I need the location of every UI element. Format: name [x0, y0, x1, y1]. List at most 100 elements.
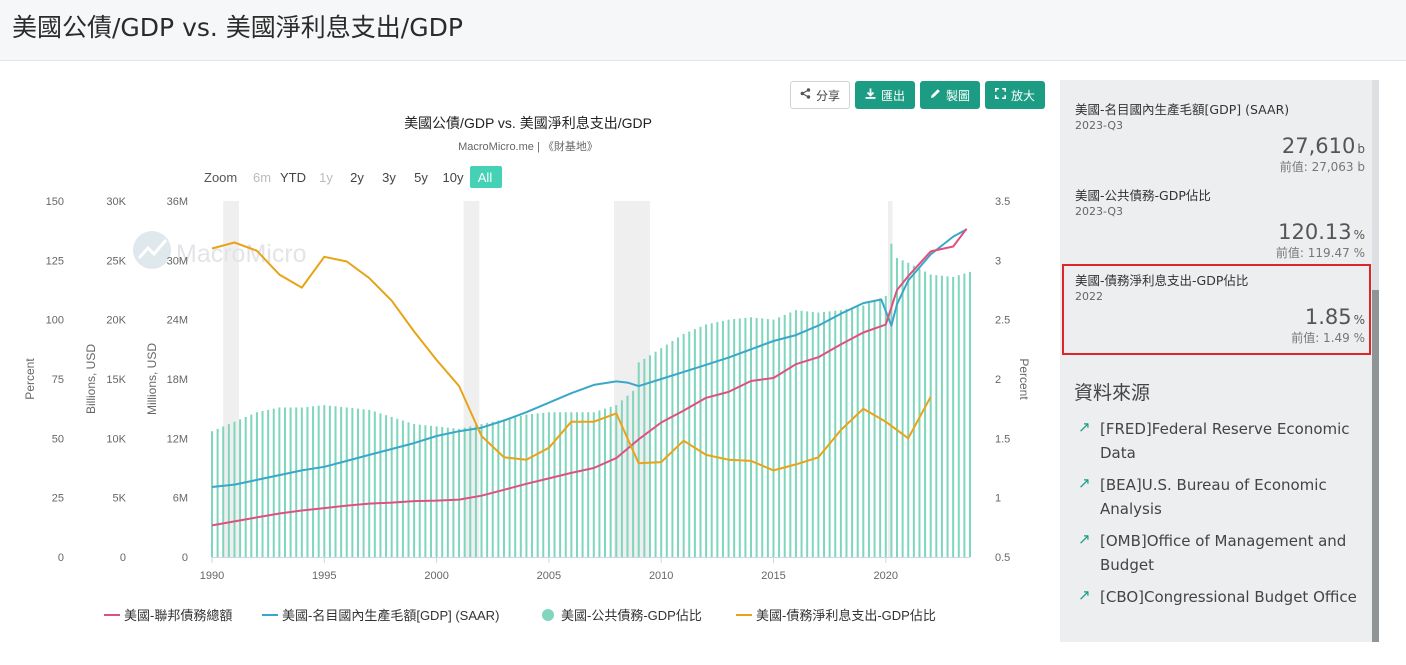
- metric-gdp[interactable]: 美國-名目國內生產毛額[GDP] (SAAR) 2023-Q3 27,610 b …: [1075, 99, 1365, 175]
- sidebar-scroll-thumb[interactable]: [1372, 290, 1379, 642]
- public-debt-bar: [542, 412, 545, 557]
- metric-public-debt[interactable]: 美國-公共債務-GDP佔比 2023-Q3 120.13% 前值: 119.47…: [1075, 185, 1365, 261]
- public-debt-bar: [823, 311, 826, 557]
- public-debt-bar: [935, 275, 938, 557]
- y-axis-title-billions: Billions, USD: [84, 344, 98, 414]
- public-debt-bar: [884, 295, 887, 557]
- zoom-option-1y[interactable]: 1y: [319, 170, 333, 185]
- external-link-icon: ↗: [1078, 586, 1091, 604]
- y-tick-millions_usd: 18M: [167, 374, 188, 386]
- y-tick-billions_usd: 15K: [106, 374, 126, 386]
- source-link-omb[interactable]: ↗ [OMB]Office of Management and Budget: [1078, 530, 1347, 574]
- sidebar: [1060, 80, 1372, 642]
- public-debt-bar: [721, 320, 724, 557]
- public-debt-bar: [609, 406, 612, 557]
- public-debt-bar: [351, 408, 354, 557]
- public-debt-bar: [969, 271, 971, 557]
- public-debt-bar: [660, 348, 663, 557]
- public-debt-bar: [267, 409, 270, 557]
- public-debt-bar: [211, 431, 213, 557]
- y-tick-percent_left: 150: [46, 196, 64, 208]
- federal-debt-line: [211, 228, 968, 527]
- y-tick-percent_right: 3.5: [995, 196, 1010, 208]
- y-tick-percent_left: 125: [46, 255, 64, 267]
- y-tick-millions_usd: 12M: [167, 433, 188, 445]
- public-debt-bar: [255, 412, 258, 557]
- public-debt-bar: [963, 273, 966, 557]
- y-tick-billions_usd: 30K: [106, 196, 126, 208]
- public-debt-bar: [300, 407, 303, 557]
- public-debt-bar: [800, 310, 803, 557]
- y-tick-percent_left: 100: [46, 315, 64, 327]
- export-button[interactable]: 匯出: [854, 81, 915, 109]
- metric-date: 2023-Q3: [1075, 119, 1124, 132]
- public-debt-bar: [592, 412, 595, 557]
- zoom-option-6m[interactable]: 6m: [253, 170, 271, 185]
- public-debt-bar: [671, 341, 674, 557]
- metric-net-interest[interactable]: 美國-債務淨利息支出-GDP佔比 2022 1.85% 前值: 1.49 %: [1075, 270, 1365, 346]
- share-icon: [800, 88, 811, 102]
- macromicro-watermark: MacroMicro: [133, 231, 307, 269]
- public-debt-bar: [407, 422, 410, 557]
- public-debt-bar: [441, 427, 444, 557]
- source-link-fred[interactable]: ↗ [FRED]Federal Reserve Economic Data: [1078, 418, 1350, 462]
- legend-item[interactable]: 美國-債務淨利息支出-GDP佔比: [756, 608, 936, 623]
- public-debt-bar: [761, 318, 764, 557]
- y-tick-billions_usd: 10K: [106, 433, 126, 445]
- public-debt-bar: [946, 276, 949, 557]
- enlarge-button[interactable]: 放大: [984, 81, 1045, 109]
- y-tick-billions_usd: 20K: [106, 315, 126, 327]
- public-debt-bar: [901, 260, 904, 557]
- public-debt-bar: [429, 425, 432, 557]
- public-debt-bar: [480, 424, 483, 557]
- legend-item[interactable]: 美國-聯邦債務總額: [124, 608, 232, 623]
- y-tick-billions_usd: 25K: [106, 255, 126, 267]
- zoom-option-5y[interactable]: 5y: [414, 170, 428, 185]
- source-link-cbo[interactable]: ↗ [CBO]Congressional Budget Office: [1078, 586, 1357, 606]
- public-debt-bar: [283, 407, 286, 557]
- public-debt-bar: [699, 326, 702, 557]
- public-debt-bar: [817, 312, 820, 557]
- zoom-active-bg[interactable]: [470, 166, 502, 188]
- recession-band: [888, 201, 893, 557]
- download-icon: [865, 88, 876, 102]
- legend-swatch: [542, 609, 554, 621]
- public-debt-bar: [873, 300, 876, 557]
- public-debt-bar: [536, 413, 539, 557]
- public-debt-bar: [233, 421, 236, 557]
- zoom-option-2y[interactable]: 2y: [350, 170, 364, 185]
- zoom-option-10y[interactable]: 10y: [443, 170, 464, 185]
- page-header: 美國公債/GDP vs. 美國淨利息支出/GDP: [0, 0, 1406, 61]
- zoom-option-3y[interactable]: 3y: [382, 170, 396, 185]
- public-debt-bar: [328, 405, 331, 557]
- legend-item[interactable]: 美國-名目國內生產毛額[GDP] (SAAR): [282, 608, 499, 623]
- public-debt-bar: [727, 319, 730, 557]
- public-debt-bar: [918, 268, 921, 557]
- share-button[interactable]: 分享: [789, 81, 850, 109]
- public-debt-bar: [575, 412, 578, 557]
- zoom-option-ytd[interactable]: YTD: [280, 170, 306, 185]
- public-debt-bar: [834, 310, 837, 557]
- metric-value: 27,610 b: [1281, 134, 1365, 158]
- legend-item[interactable]: 美國-公共債務-GDP佔比: [561, 608, 702, 623]
- public-debt-bar: [733, 319, 736, 557]
- net-interest-line: [211, 241, 932, 472]
- public-debt-bar: [486, 422, 489, 557]
- public-debt-bar: [929, 274, 932, 557]
- y-tick-millions_usd: 24M: [167, 315, 188, 327]
- draw-button[interactable]: 製圖: [919, 81, 980, 109]
- public-debt-bar: [828, 311, 831, 557]
- public-debt-bar: [312, 406, 315, 557]
- source-link-bea[interactable]: ↗ [BEA]U.S. Bureau of Economic Analysis: [1078, 474, 1327, 518]
- public-debt-bar: [716, 322, 719, 557]
- public-debt-bar: [620, 400, 623, 557]
- y-tick-billions_usd: 5K: [113, 493, 127, 505]
- metric-prev: 前值: 119.47 %: [1275, 246, 1365, 260]
- public-debt-bar: [632, 390, 635, 557]
- public-debt-bar: [463, 427, 466, 557]
- public-debt-bar: [626, 395, 629, 557]
- zoom-option-all[interactable]: All: [478, 170, 493, 185]
- sources-title: 資料來源: [1074, 382, 1151, 404]
- public-debt-bar: [570, 412, 573, 557]
- public-debt-bar: [890, 243, 893, 557]
